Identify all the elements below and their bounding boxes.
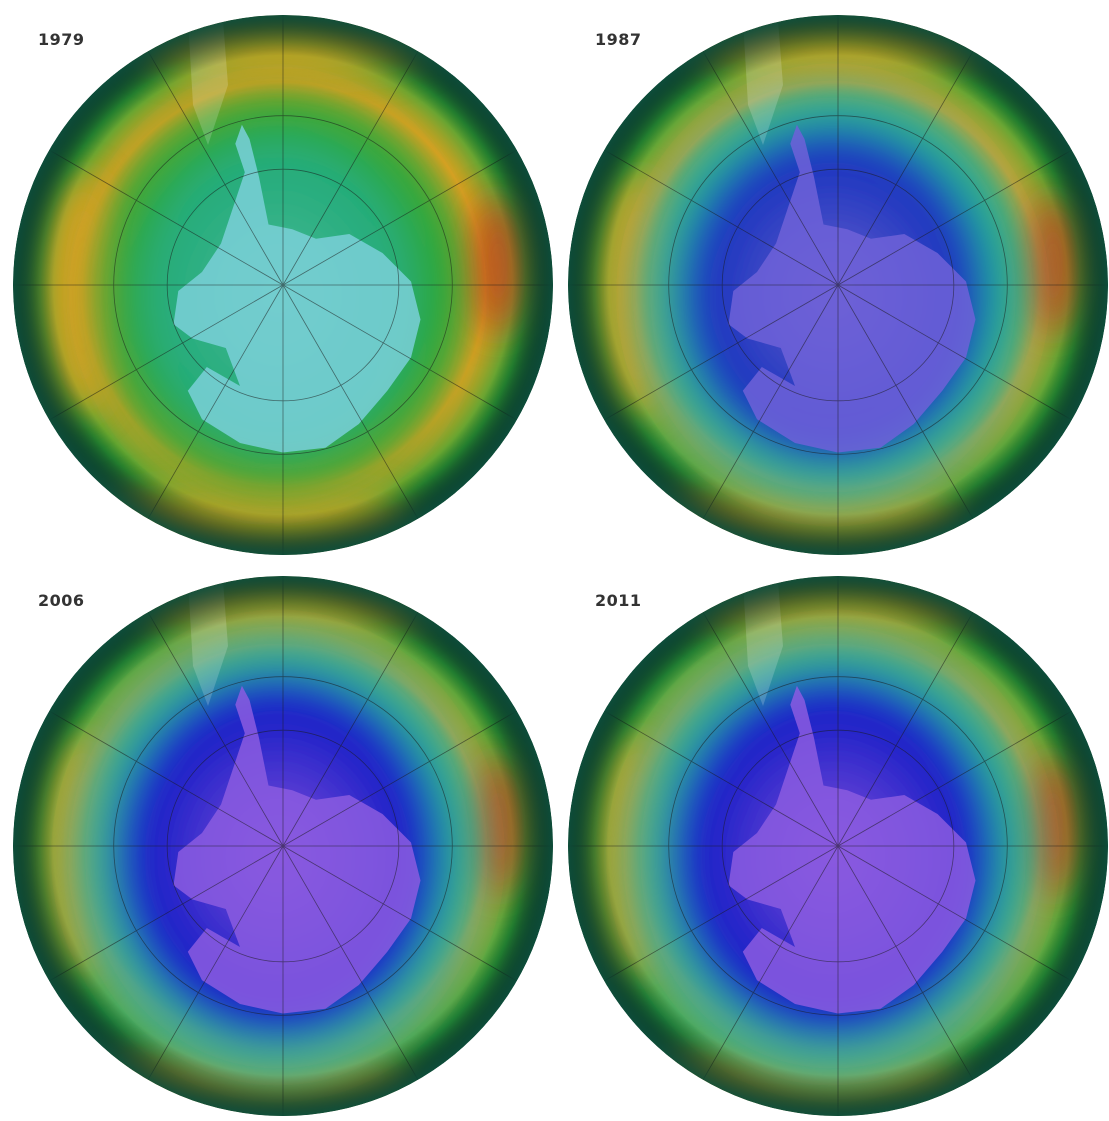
ozone-panel-2006: 2006	[0, 561, 554, 1121]
year-label: 1987	[595, 30, 642, 49]
ozone-globe-1987	[568, 15, 1108, 555]
year-label: 2011	[595, 591, 642, 610]
globe-surface	[13, 15, 553, 555]
ozone-panel-1987: 1987	[555, 0, 1109, 560]
globe-surface	[568, 576, 1108, 1116]
ozone-globe-2006	[13, 576, 553, 1116]
globe-limb	[568, 576, 1108, 1116]
globe-limb	[13, 15, 553, 555]
ozone-globe-1979	[13, 15, 553, 555]
globe-limb	[568, 15, 1108, 555]
ozone-panel-1979: 1979	[0, 0, 554, 560]
year-label: 1979	[38, 30, 85, 49]
ozone-globe-2011	[568, 576, 1108, 1116]
globe-limb	[13, 576, 553, 1116]
globe-surface	[13, 576, 553, 1116]
ozone-panel-2011: 2011	[555, 561, 1109, 1121]
globe-surface	[568, 15, 1108, 555]
year-label: 2006	[38, 591, 85, 610]
